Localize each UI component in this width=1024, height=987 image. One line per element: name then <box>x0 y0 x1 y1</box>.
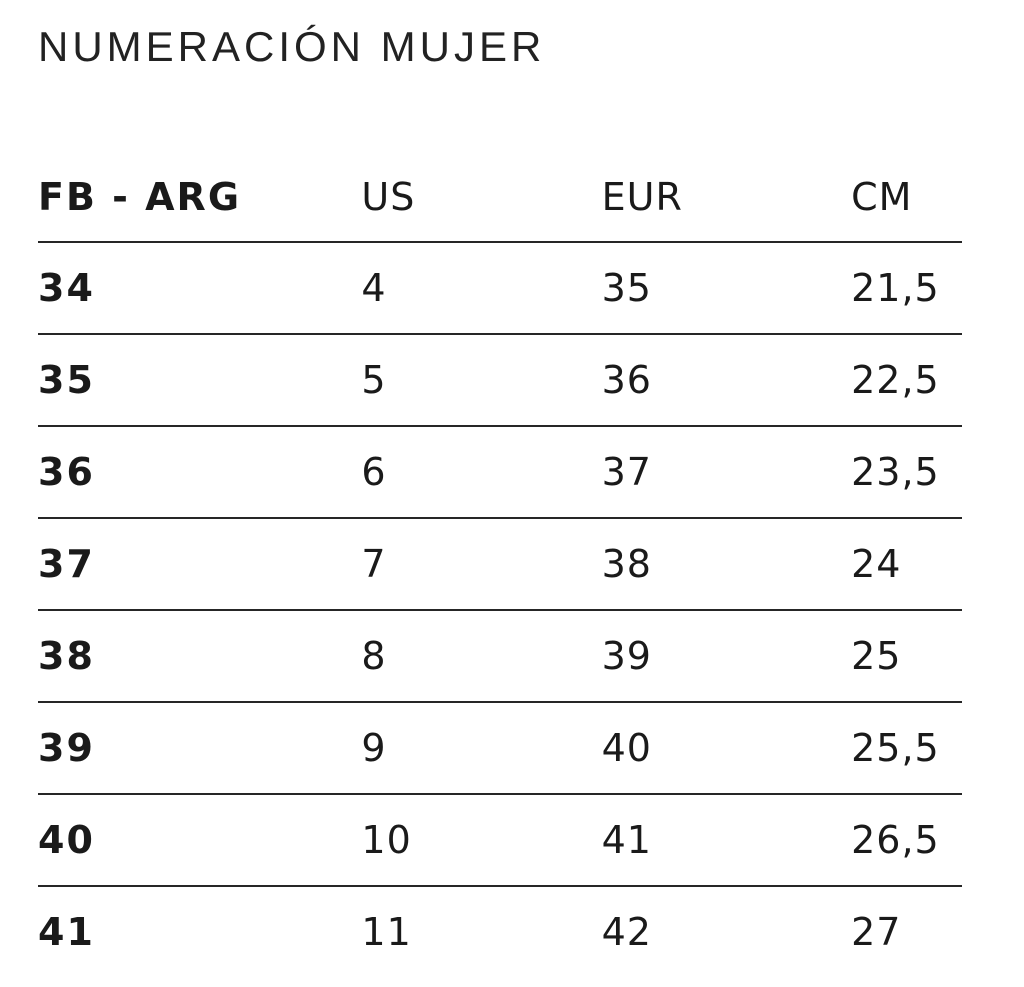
table-cell-eur: 40 <box>601 702 852 796</box>
table-cell-eur: 39 <box>601 610 852 704</box>
table-cell-us: 7 <box>361 518 602 612</box>
column-header-eur: EUR <box>601 138 852 244</box>
table-row: 37 7 38 24 <box>38 518 962 612</box>
column-header-fb-arg: FB - ARG <box>38 138 362 244</box>
page-title: NUMERACIÓN MUJER <box>38 23 546 70</box>
table-row: 36 6 37 23,5 <box>38 426 962 520</box>
size-conversion-table: FB - ARG US EUR CM 34 4 35 21,5 35 5 36 … <box>38 138 962 977</box>
table-cell-us: 9 <box>361 702 602 796</box>
table-cell-fb-arg: 41 <box>38 910 95 955</box>
table-cell-fb-arg: 40 <box>38 794 362 888</box>
table-cell-cm: 25,5 <box>851 702 962 796</box>
table-cell-fb-arg: 35 <box>38 334 362 428</box>
table-cell-cm: 27 <box>851 910 902 955</box>
table-row: 39 9 40 25,5 <box>38 702 962 796</box>
table-cell-us: 10 <box>361 794 602 888</box>
table-cell-eur: 41 <box>601 794 852 888</box>
table-cell-cm: 25 <box>851 610 962 704</box>
table-cell-cm: 21,5 <box>851 242 962 336</box>
table-cell-cm: 22,5 <box>851 334 962 428</box>
table-cell-us: 5 <box>361 334 602 428</box>
table-cell-cm: 23,5 <box>851 426 962 520</box>
table-cell-eur: 38 <box>601 518 852 612</box>
table-cell-fb-arg: 38 <box>38 610 362 704</box>
table-cell-eur: 42 <box>601 910 652 955</box>
table-cell-fb-arg: 36 <box>38 426 362 520</box>
table-row: 41 11 42 27 <box>38 886 962 977</box>
table-cell-fb-arg: 34 <box>38 242 362 336</box>
table-row: 38 8 39 25 <box>38 610 962 704</box>
table-cell-us: 8 <box>361 610 602 704</box>
table-row: 40 10 41 26,5 <box>38 794 962 888</box>
table-cell-us: 6 <box>361 426 602 520</box>
table-row: 35 5 36 22,5 <box>38 334 962 428</box>
table-cell-eur: 35 <box>601 242 852 336</box>
table-cell-fb-arg: 37 <box>38 518 362 612</box>
table-cell-us: 11 <box>361 910 412 955</box>
table-cell-eur: 36 <box>601 334 852 428</box>
table-cell-cm: 26,5 <box>851 794 962 888</box>
table-row: 34 4 35 21,5 <box>38 242 962 336</box>
table-cell-eur: 37 <box>601 426 852 520</box>
column-header-us: US <box>361 138 602 244</box>
table-cell-cm: 24 <box>851 518 962 612</box>
table-cell-fb-arg: 39 <box>38 702 362 796</box>
table-header-row: FB - ARG US EUR CM <box>38 138 962 244</box>
column-header-cm: CM <box>851 138 962 244</box>
table-cell-us: 4 <box>361 242 602 336</box>
